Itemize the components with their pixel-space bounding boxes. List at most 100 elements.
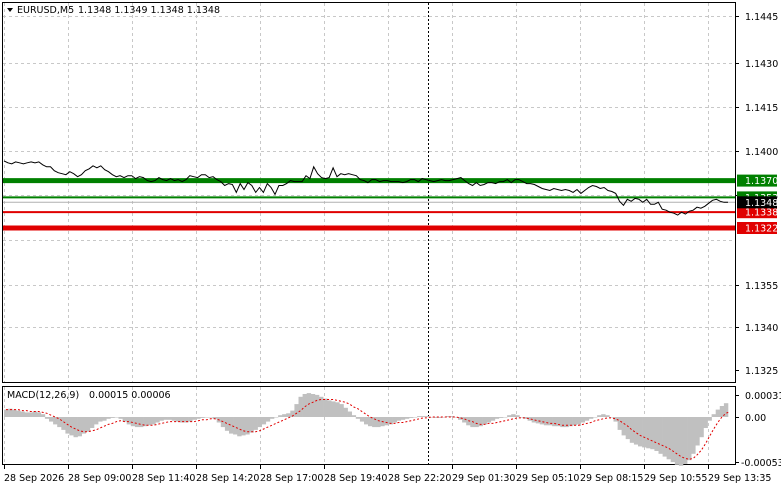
macd-histogram-bar <box>314 394 320 417</box>
macd-histogram-bar <box>269 417 275 419</box>
macd-histogram-bar <box>629 417 635 443</box>
time-tick-label: 29 Sep 05:10 <box>516 473 579 484</box>
macd-histogram-bar <box>249 417 254 433</box>
support-1322-tag-label: 1.1322 <box>745 224 778 235</box>
macd-header: MACD(12,26,9) 0.00015 0.00006 <box>7 390 171 401</box>
macd-histogram-bar <box>678 417 684 466</box>
price-series <box>3 160 728 216</box>
macd-histogram-bar <box>237 417 242 437</box>
macd-histogram-bar <box>188 417 193 422</box>
macd-histogram-bar <box>351 415 357 417</box>
time-tick-label: 28 Sep 17:00 <box>260 473 323 484</box>
macd-histogram-bar <box>462 417 467 423</box>
macd-histogram-bar <box>278 415 283 417</box>
macd-histogram-bar <box>441 417 447 418</box>
macd-histogram-bar <box>89 417 95 428</box>
macd-tick-label: -0.00053 <box>741 458 781 469</box>
time-tick-label: 28 Sep 2026 <box>4 473 64 484</box>
macd-histogram-bar <box>646 417 651 449</box>
macd-histogram-bar <box>621 417 626 436</box>
macd-histogram-bar <box>36 412 42 417</box>
macd-label: MACD(12,26,9) <box>7 390 79 401</box>
macd-histogram-bar <box>159 417 164 421</box>
macd-histogram-bar <box>130 417 136 427</box>
macd-histogram-bar <box>662 417 667 457</box>
time-tick-label: 29 Sep 01:30 <box>452 473 515 484</box>
macd-histogram-bar <box>163 417 168 420</box>
macd-histogram-bar <box>666 417 671 460</box>
macd-histogram-bar <box>490 417 496 421</box>
macd-histogram-bar <box>449 416 455 417</box>
macd-histogram-bar <box>638 417 643 447</box>
macd-histogram-bar <box>102 417 107 421</box>
macd-histogram-bar <box>642 417 647 448</box>
macd-histogram-bar <box>69 417 74 436</box>
time-tick-label: 28 Sep 09:00 <box>68 473 131 484</box>
macd-histogram-bar <box>552 417 557 427</box>
dropdown-triangle-icon[interactable] <box>7 8 13 12</box>
macd-histogram-bar <box>167 417 172 420</box>
macd-histogram-bar <box>359 417 365 422</box>
macd-histogram-bar <box>548 417 553 426</box>
macd-histogram-bar <box>81 417 87 434</box>
macd-histogram-bar <box>445 416 451 417</box>
macd-histogram-bar <box>609 417 614 418</box>
macd-histogram-bar <box>584 417 590 421</box>
macd-histogram-bar <box>593 417 598 418</box>
macd-histogram-bar <box>53 417 58 425</box>
macd-histogram-bar <box>633 417 639 445</box>
macd-histogram-bar <box>613 417 618 422</box>
macd-histogram-bar <box>106 417 111 419</box>
macd-histogram-bar <box>670 417 676 463</box>
macd-histogram-bar <box>523 417 528 419</box>
macd-histogram-bar <box>192 417 197 420</box>
macd-histogram-bar <box>155 417 160 423</box>
macd-histogram-bar <box>683 417 688 464</box>
macd-histogram-bar <box>580 417 586 423</box>
macd-histogram-bar <box>20 411 25 417</box>
macd-histogram-bar <box>703 417 708 428</box>
macd-histogram-bar <box>274 417 279 418</box>
resistance-1370-tag-label: 1.1370 <box>745 176 778 187</box>
price-panel[interactable] <box>2 2 736 383</box>
macd-histogram-bar <box>253 417 258 430</box>
ohlc-values: 1.1348 1.1349 1.1348 1.1348 <box>78 5 220 16</box>
time-tick-label: 29 Sep 13:35 <box>708 473 771 484</box>
macd-histogram-bar <box>384 417 389 426</box>
resistance-1370-tag <box>737 174 777 187</box>
macd-histogram-bar <box>12 409 17 417</box>
macd-histogram-bar <box>134 417 140 428</box>
macd-histogram-bar <box>147 417 152 426</box>
macd-histogram-bar <box>282 414 287 417</box>
macd-histogram-bar <box>568 417 573 427</box>
macd-histogram-bar <box>32 411 37 417</box>
macd-histogram-bar <box>212 417 217 419</box>
macd-histogram-bar <box>49 417 54 422</box>
macd-histogram-bar <box>429 417 434 418</box>
level-lines <box>3 178 735 231</box>
macd-tick-label: 0.00031 <box>745 391 781 402</box>
macd-histogram-bar <box>605 415 610 417</box>
chart-header[interactable]: EURUSD,M5 1.1348 1.1349 1.1348 1.1348 <box>7 5 220 16</box>
macd-histogram-bar <box>61 417 66 430</box>
macd-histogram-bar <box>343 407 348 417</box>
current-price-tag-label: 1.1348 <box>745 198 778 209</box>
macd-histogram-bar <box>28 412 33 417</box>
macd-histogram-bar <box>175 417 181 422</box>
macd-histogram-bar <box>224 417 230 431</box>
macd-histogram-bar <box>388 417 393 425</box>
macd-histogram-bar <box>482 417 487 425</box>
macd-histogram-bar <box>543 417 549 426</box>
macd-histogram-bar <box>654 417 659 451</box>
macd-histogram-bar <box>73 417 78 438</box>
time-tick-label: 29 Sep 08:15 <box>580 473 643 484</box>
macd-histogram-bar <box>531 417 537 423</box>
price-tick-label: 1.1340 <box>745 323 778 334</box>
macd-histogram-bar <box>200 417 205 418</box>
macd-histogram-bar <box>425 416 430 417</box>
macd-histogram-bar <box>184 417 189 423</box>
macd-histogram-bar <box>257 417 262 428</box>
macd-histogram-bar <box>511 414 516 417</box>
macd-histogram-bar <box>650 417 655 450</box>
